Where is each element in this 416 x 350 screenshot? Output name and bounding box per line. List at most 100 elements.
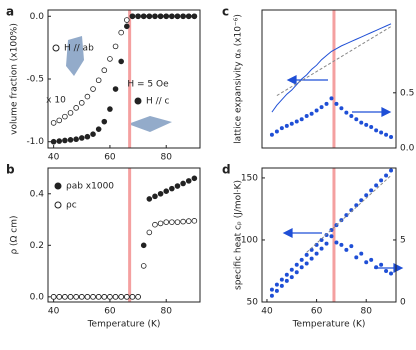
data-point: [389, 134, 394, 139]
data-point: [112, 43, 119, 50]
data-point: [107, 294, 113, 300]
crystal-icon: [128, 116, 172, 132]
legend-marker: [52, 44, 60, 52]
y-tick-label: 0.0: [30, 292, 45, 302]
data-point: [180, 218, 186, 225]
data-point: [379, 262, 384, 267]
data-point: [274, 129, 279, 134]
plot-frame: [47, 167, 201, 303]
legend-marker: [54, 182, 62, 190]
y-tick-label: 100: [241, 235, 258, 245]
legend-label: H // ab: [64, 44, 94, 54]
data-point: [329, 234, 334, 239]
data-point: [152, 221, 158, 228]
data-point: [344, 110, 349, 115]
data-point: [191, 218, 198, 224]
data-point: [152, 13, 158, 20]
data-point: [124, 23, 130, 30]
y2-tick-label: 0.0: [400, 144, 415, 154]
data-point: [118, 29, 124, 36]
data-point: [349, 113, 354, 118]
data-point: [95, 77, 102, 84]
y-tick-label: 0.0: [30, 12, 45, 22]
data-point: [185, 218, 192, 224]
data-point: [389, 168, 394, 173]
data-point: [56, 117, 63, 124]
data-point: [304, 113, 309, 118]
data-point: [279, 283, 284, 288]
data-point: [84, 93, 91, 100]
data-point: [107, 106, 113, 112]
legend-marker: [54, 201, 62, 209]
legend-label: ρab x1000: [66, 182, 114, 192]
x-axis-label: Temperature (K): [292, 320, 366, 330]
data-point: [56, 294, 63, 300]
data-point: [364, 260, 369, 265]
data-point: [169, 219, 175, 225]
data-point: [384, 173, 389, 178]
data-point: [379, 178, 384, 183]
legend-marker: [134, 97, 142, 105]
y-tick-label: -0.5: [26, 75, 44, 85]
data-point: [73, 136, 79, 143]
data-point: [50, 294, 57, 300]
data-point: [174, 183, 181, 189]
data-point: [185, 13, 192, 20]
data-point: [56, 138, 63, 144]
data-point: [67, 294, 74, 300]
annotation: x 10: [46, 96, 66, 106]
reference-line: [276, 26, 392, 96]
data-point: [269, 293, 274, 298]
data-point: [384, 268, 389, 273]
data-point: [112, 86, 119, 92]
data-point: [78, 135, 85, 141]
data-point: [62, 294, 68, 300]
data-point: [369, 125, 374, 130]
data-point: [284, 272, 289, 277]
data-point: [169, 185, 175, 192]
data-line: [271, 23, 392, 113]
panel-label: b: [6, 163, 15, 177]
data-point: [284, 278, 289, 283]
data-point: [274, 288, 279, 293]
annotation: H = 5 Oe: [127, 80, 169, 90]
x-tick-label: 60: [104, 307, 116, 317]
x-tick-label: 60: [104, 153, 116, 163]
data-point: [152, 193, 158, 200]
legend-label: H // c: [146, 97, 170, 107]
data-point: [364, 193, 369, 198]
data-point: [146, 196, 153, 202]
y-tick-label: -1.0: [26, 137, 44, 147]
data-point: [354, 117, 359, 122]
data-point: [334, 240, 339, 245]
data-point: [73, 294, 79, 300]
data-point: [309, 256, 314, 261]
data-point: [294, 119, 299, 124]
data-point: [354, 255, 359, 260]
x-tick-label: 60: [311, 307, 323, 317]
x-tick-label: 80: [160, 153, 172, 163]
data-point: [163, 219, 170, 225]
data-point: [118, 294, 124, 300]
data-point: [50, 138, 57, 145]
data-point: [174, 219, 181, 225]
data-point: [339, 242, 344, 247]
data-point: [344, 247, 349, 252]
data-point: [324, 241, 329, 246]
data-point: [62, 137, 68, 144]
data-point: [180, 180, 186, 187]
data-point: [364, 122, 369, 127]
data-point: [169, 13, 175, 20]
data-point: [294, 262, 299, 267]
data-point: [304, 252, 309, 257]
data-point: [389, 271, 394, 276]
data-point: [379, 130, 384, 135]
data-point: [90, 131, 96, 138]
data-point: [112, 294, 119, 300]
data-point: [84, 294, 91, 300]
data-point: [374, 265, 379, 270]
data-point: [157, 190, 164, 197]
data-point: [314, 108, 319, 113]
data-point: [279, 277, 284, 282]
